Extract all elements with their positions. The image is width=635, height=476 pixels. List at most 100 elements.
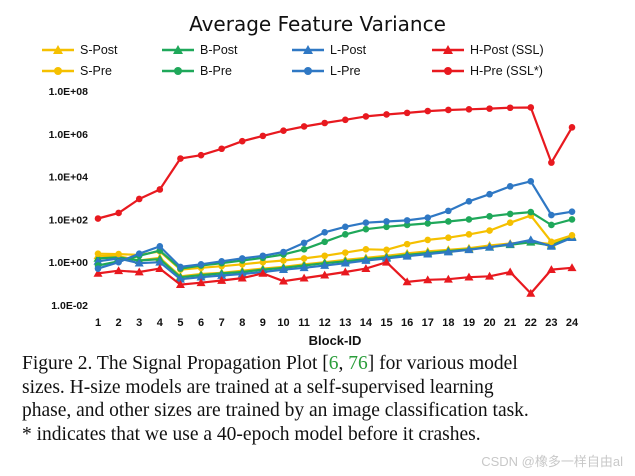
point-h-post-ssl (155, 264, 165, 273)
point-h-post-ssl (217, 275, 227, 284)
citation-link-6[interactable]: 6 (328, 353, 339, 374)
x-tick-label: 1 (95, 317, 101, 329)
point-s-pre (383, 246, 390, 254)
legend-swatch-h-post-ssl (432, 45, 464, 54)
series-line-l-pre (97, 180, 573, 270)
point-b-pre (321, 238, 328, 246)
x-tick-label: 12 (319, 317, 331, 329)
point-s-pre (300, 255, 308, 262)
x-tick-label: 9 (260, 317, 266, 329)
point-l-pre (486, 190, 493, 198)
x-tick-label: 5 (177, 317, 183, 329)
point-h-pre-ssl (445, 106, 452, 114)
chart-legend: S-Post B-Post L-Post H-Post (SSL) S-Pre B-Pre… (40, 42, 600, 86)
point-b-pre (342, 231, 349, 238)
point-s-pre (548, 238, 555, 246)
point-l-pre (383, 218, 390, 225)
point-l-pre (135, 250, 143, 257)
point-s-pre (506, 219, 514, 227)
point-l-post (93, 256, 103, 265)
point-h-pre-ssl (156, 186, 164, 193)
point-h-pre-ssl (465, 105, 473, 113)
point-l-pre (321, 228, 328, 236)
series-line-b-pre (97, 211, 573, 270)
legend-label: B-Post (200, 43, 238, 57)
point-s-pre (403, 240, 411, 248)
point-h-post-ssl (114, 266, 124, 275)
point-h-post-ssl (361, 264, 371, 273)
point-h-post-ssl (93, 268, 103, 277)
point-l-pre (197, 260, 205, 268)
point-l-post (526, 235, 536, 244)
x-tick-label: 16 (401, 317, 413, 329)
legend-item-b-pre: B-Pre (160, 63, 232, 79)
y-tick-label: 1.0E+04 (49, 172, 89, 184)
point-h-pre-ssl (527, 104, 535, 111)
point-h-post-ssl (278, 276, 288, 285)
legend-swatch-h-pre-ssl (432, 67, 464, 75)
legend-swatch-l-post (292, 45, 324, 54)
point-b-pre (403, 221, 411, 229)
point-l-post (485, 242, 495, 251)
series-line-h-pre-ssl (97, 106, 573, 220)
point-s-pre (568, 232, 576, 239)
x-tick-label: 18 (442, 317, 454, 329)
legend-item-l-pre: L-Pre (290, 63, 361, 79)
point-l-post (320, 261, 330, 269)
point-s-pre (94, 250, 102, 257)
point-h-post-ssl (526, 288, 536, 297)
point-b-pre (445, 218, 452, 225)
point-b-pre (486, 212, 493, 220)
legend-item-s-post: S-Post (40, 42, 118, 58)
point-h-pre-ssl (486, 105, 493, 112)
y-tick-label: 1.0E+00 (49, 257, 89, 269)
point-h-pre-ssl (342, 116, 349, 124)
y-tick-label: 1.0E+02 (49, 214, 89, 226)
point-h-pre-ssl (383, 111, 390, 118)
point-h-post-ssl (237, 273, 247, 282)
point-s-pre (486, 227, 493, 234)
point-l-pre (115, 258, 122, 266)
point-b-pre (383, 223, 390, 231)
point-l-pre (218, 258, 225, 265)
point-l-pre (527, 178, 535, 185)
point-h-post-ssl (485, 271, 495, 280)
x-tick-label: 7 (219, 317, 225, 329)
point-l-pre (506, 183, 514, 190)
point-l-post (175, 274, 185, 283)
point-s-pre (362, 246, 370, 253)
point-h-pre-ssl (568, 124, 576, 131)
point-h-post-ssl (402, 277, 412, 286)
point-l-pre (280, 248, 287, 256)
figure-caption: Figure 2. The Signal Propagation Plot [6… (22, 352, 612, 446)
point-s-pre (115, 250, 122, 258)
point-h-post-ssl (546, 265, 556, 273)
x-tick-label: 23 (545, 317, 557, 329)
x-tick-label: 24 (566, 317, 579, 329)
legend-swatch-b-post (162, 45, 194, 54)
point-l-post (340, 258, 350, 267)
y-tick-label: 1.0E-02 (51, 300, 88, 312)
point-b-pre (506, 210, 514, 218)
point-b-pre (465, 216, 473, 223)
point-l-pre (424, 214, 432, 222)
citation-link-76[interactable]: 76 (348, 353, 368, 374)
x-tick-label: 3 (136, 317, 142, 329)
caption-line-4: * indicates that we use a 40-epoch model… (22, 423, 481, 445)
chart-title: Average Feature Variance (189, 12, 446, 36)
point-h-pre-ssl (321, 119, 328, 127)
x-axis-label: Block-ID (309, 333, 362, 348)
point-b-pre (362, 225, 370, 233)
point-h-pre-ssl (218, 145, 225, 153)
legend-swatch-s-pre (42, 67, 74, 75)
x-tick-label: 17 (422, 317, 434, 329)
point-l-post (217, 270, 227, 279)
point-h-post-ssl (382, 257, 392, 266)
legend-item-s-pre: S-Pre (40, 63, 112, 79)
point-h-pre-ssl (403, 109, 411, 117)
point-l-post (196, 272, 206, 281)
point-l-pre (259, 252, 267, 260)
series-line-l-post (97, 236, 573, 281)
x-tick-label: 19 (463, 317, 475, 329)
legend-label: H-Post (SSL) (470, 43, 544, 57)
